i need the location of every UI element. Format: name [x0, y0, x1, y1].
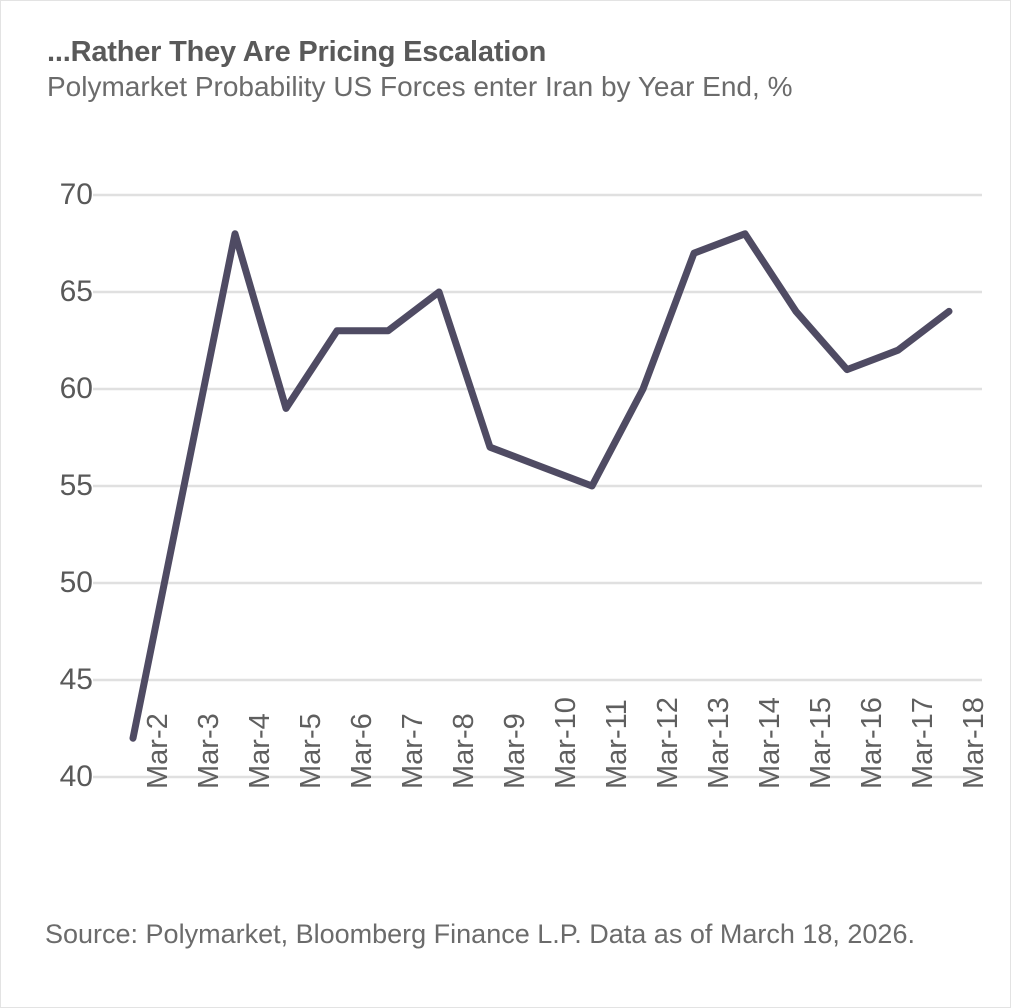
x-axis-tick-label: Mar-12 — [652, 697, 684, 789]
x-axis-tick-label: Mar-9 — [499, 713, 531, 789]
x-axis-tick-label: Mar-14 — [754, 697, 786, 789]
x-axis-tick-label: Mar-6 — [346, 713, 378, 789]
y-axis: 70 65 60 55 50 45 40 — [31, 1, 93, 1007]
y-axis-tick-label: 60 — [59, 372, 93, 405]
x-axis-tick-label: Mar-2 — [142, 713, 174, 789]
x-axis-tick-label: Mar-8 — [448, 713, 480, 789]
x-axis-tick-label: Mar-16 — [856, 697, 888, 789]
y-axis-tick-label: 70 — [59, 178, 93, 211]
y-axis-tick-label: 55 — [59, 469, 93, 502]
x-axis-tick-label: Mar-13 — [703, 697, 735, 789]
x-axis-tick-label: Mar-5 — [295, 713, 327, 789]
y-axis-tick-label: 50 — [59, 566, 93, 599]
x-axis-tick-label: Mar-11 — [601, 699, 633, 789]
x-axis-tick-label: Mar-7 — [397, 713, 429, 789]
gridlines — [93, 193, 982, 779]
y-axis-tick-label: 65 — [59, 275, 93, 308]
chart-title: ...Rather They Are Pricing Escalation — [47, 36, 547, 68]
x-axis-tick-label: Mar-18 — [958, 697, 990, 789]
y-axis-tick-label: 45 — [59, 663, 93, 696]
chart-header: ...Rather They Are Pricing Escalation Po… — [47, 35, 947, 105]
data-series-line — [129, 230, 953, 742]
series-line — [129, 230, 953, 742]
x-axis-tick-label: Mar-10 — [550, 697, 582, 789]
source-note: Source: Polymarket, Bloomberg Finance L.… — [45, 919, 915, 949]
x-axis-tick-label: Mar-15 — [805, 697, 837, 789]
y-axis-tick-label: 40 — [59, 760, 93, 793]
x-axis-tick-label: Mar-3 — [193, 713, 225, 789]
x-axis-tick-label: Mar-17 — [907, 697, 939, 789]
x-axis-tick-label: Mar-4 — [244, 713, 276, 789]
chart-subtitle: Polymarket Probability US Forces enter I… — [47, 71, 793, 102]
